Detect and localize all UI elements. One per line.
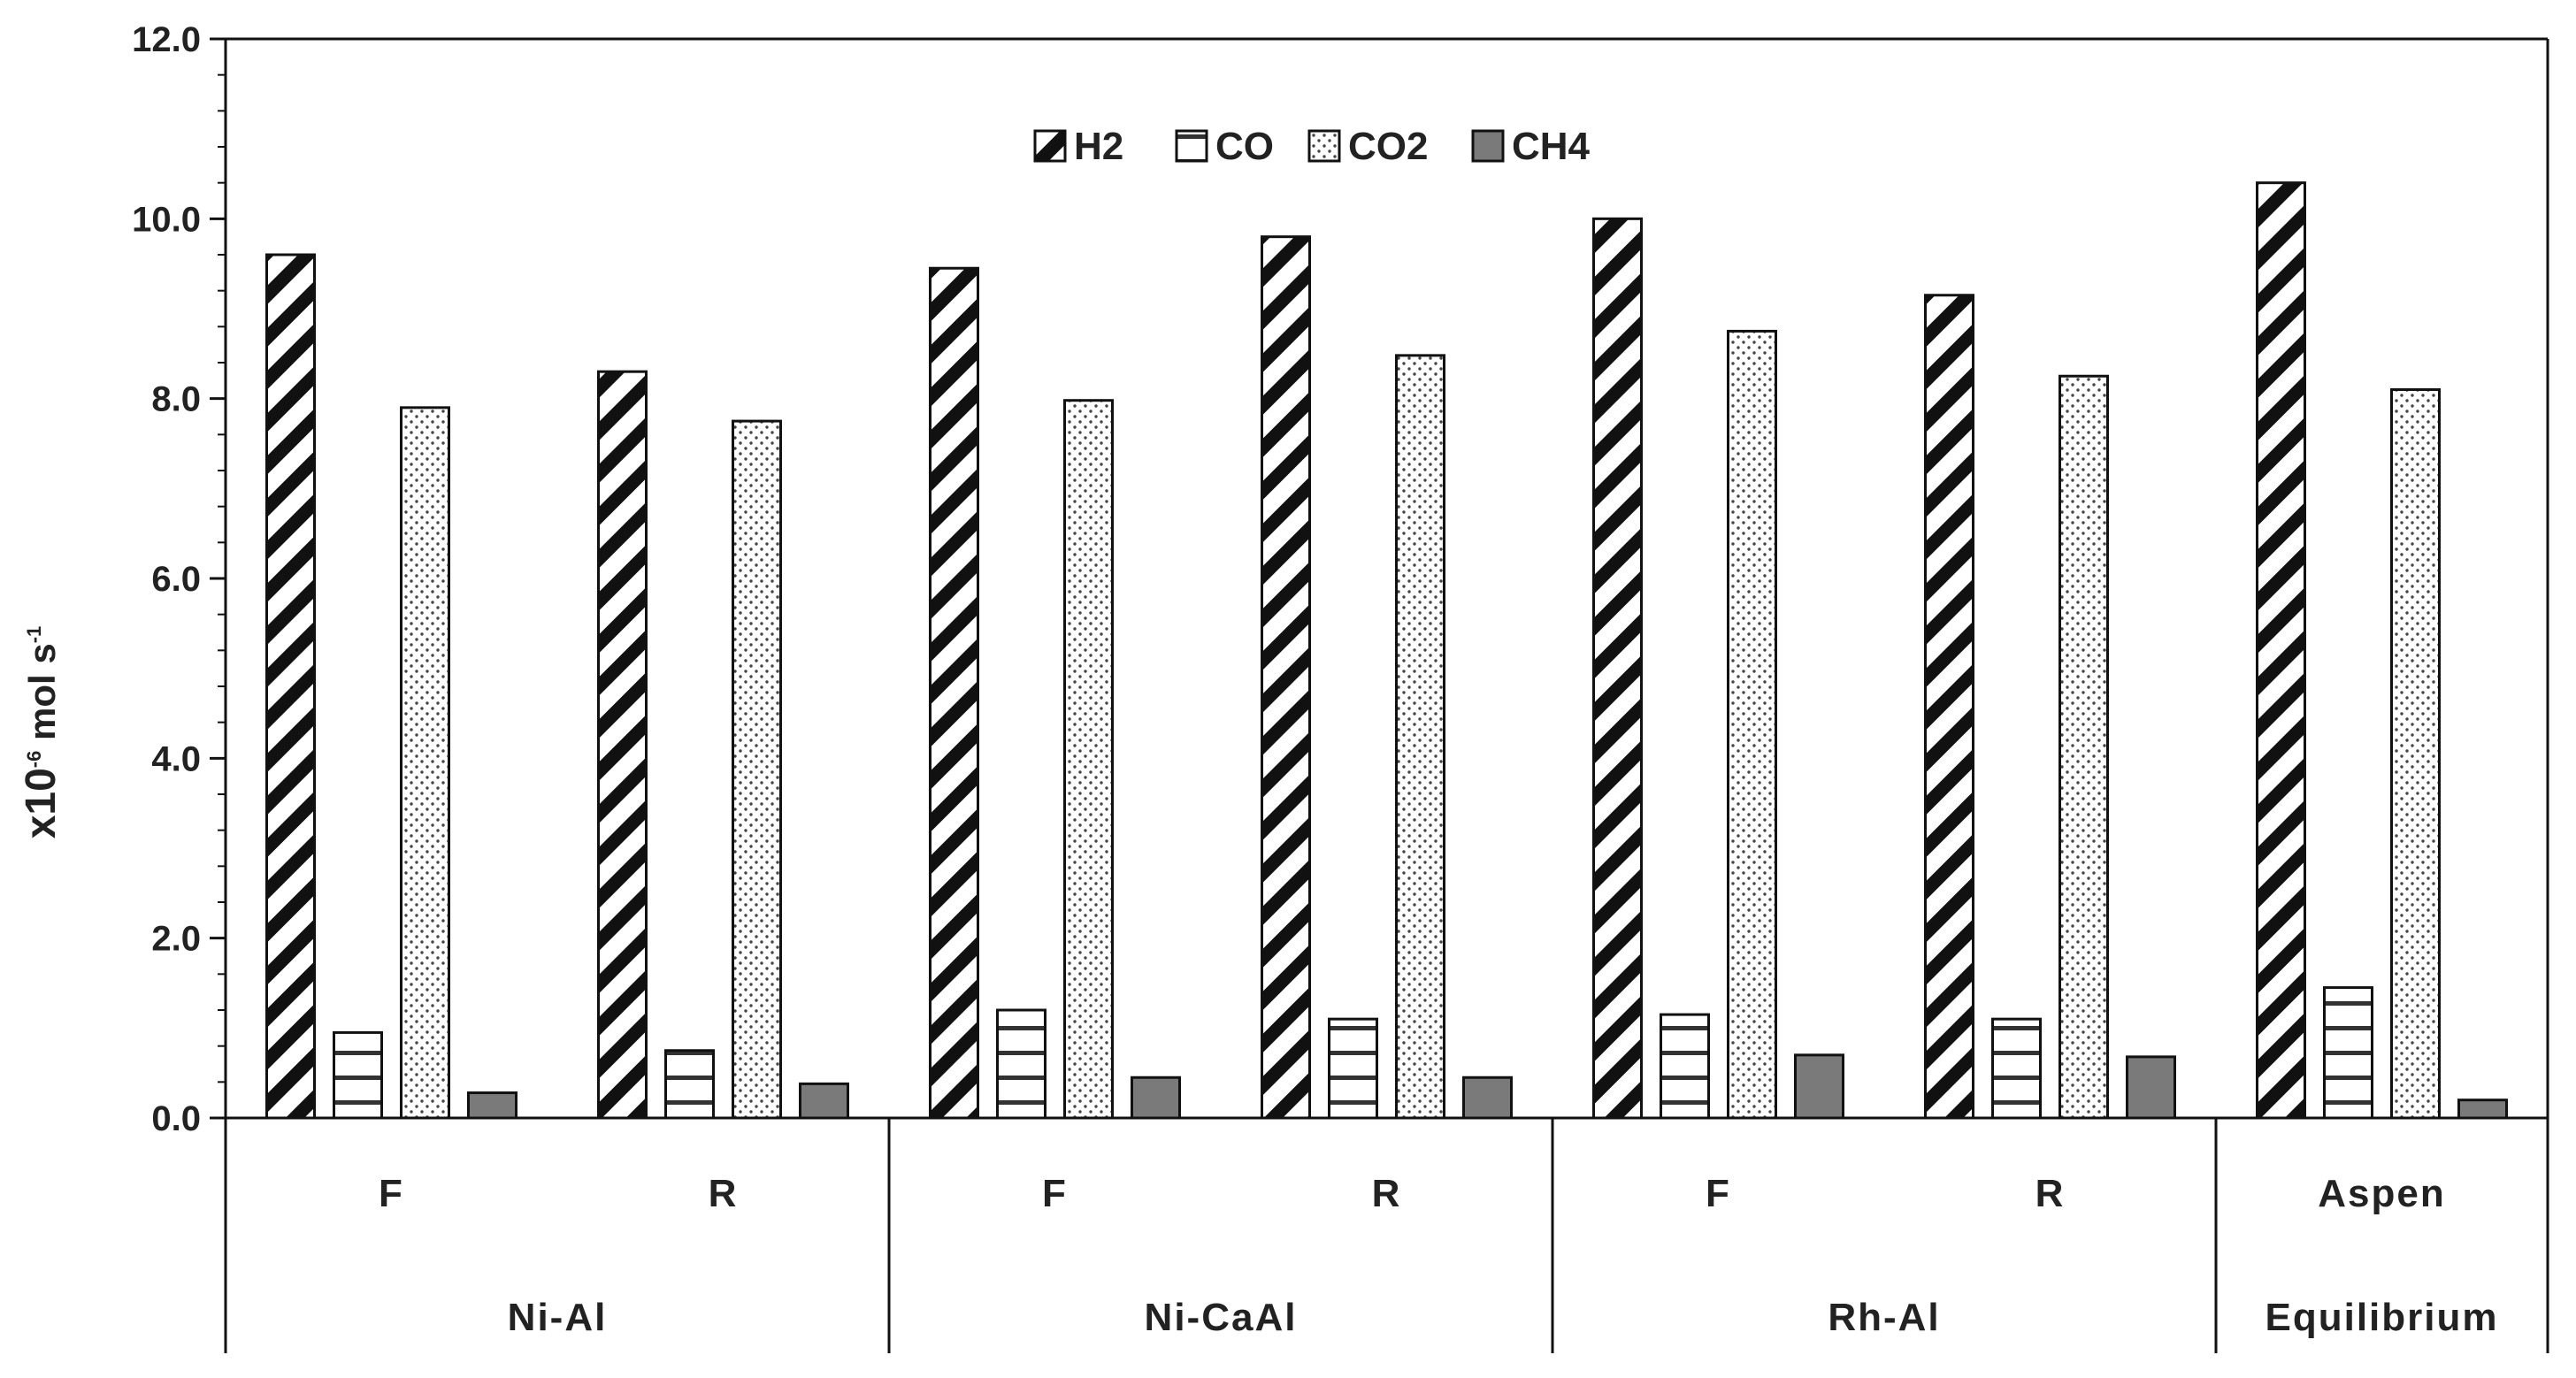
legend: H2 CO CO2 CH4 [1033, 125, 1591, 168]
bar-ch4-0 [467, 1091, 518, 1120]
y-axis: 0.0 2.0 4.0 6.0 8.0 10.0 12.0 [132, 20, 226, 1138]
group-label: Equilibrium [2266, 1296, 2499, 1339]
bar-co2-1 [732, 419, 782, 1120]
bar-co2-6 [2390, 388, 2441, 1120]
legend-label-co2: CO2 [1348, 125, 1428, 168]
bar-ch4-6 [2457, 1099, 2508, 1120]
bar-h2-0 [265, 253, 316, 1120]
y-axis-label: x10-6 mol s-1 [18, 626, 65, 839]
category-label: F [379, 1172, 404, 1215]
legend-swatch-co2 [1307, 129, 1341, 163]
bar-ch4-3 [1462, 1076, 1513, 1120]
bar-ch4-2 [1131, 1076, 1181, 1120]
y-axis-label-prefix: x10 [18, 768, 65, 838]
y-axis-label-exp2: -1 [23, 626, 45, 644]
bar-h2-5 [1924, 294, 1974, 1120]
axis-lines [224, 37, 2549, 1353]
y-tick-label: 8.0 [151, 380, 201, 419]
bar-h2-3 [1261, 235, 1311, 1120]
bar-h2-6 [2256, 181, 2306, 1120]
y-tick-label: 0.0 [151, 1099, 201, 1138]
legend-label-co: CO [1215, 125, 1274, 168]
category-label: F [1706, 1172, 1731, 1215]
group-label: Rh-Al [1828, 1296, 1940, 1339]
bar-h2-4 [1592, 217, 1643, 1120]
legend-label-ch4: CH4 [1512, 125, 1591, 168]
y-axis-label-exp1: -6 [23, 751, 45, 769]
legend-swatch-ch4 [1471, 129, 1505, 163]
bar-co-1 [664, 1049, 715, 1120]
legend-swatch-co [1175, 129, 1208, 163]
bar-co-4 [1660, 1013, 1710, 1120]
category-label: F [1042, 1172, 1068, 1215]
legend-label-h2: H2 [1074, 125, 1123, 168]
y-tick-label: 10.0 [132, 200, 201, 239]
bar-co-3 [1328, 1017, 1378, 1120]
y-tick-label: 6.0 [151, 560, 201, 599]
bar-ch4-5 [2126, 1055, 2176, 1120]
y-tick-label: 4.0 [151, 739, 201, 778]
bar-h2-1 [597, 370, 648, 1120]
group-label: Ni-Al [508, 1296, 608, 1339]
bar-co2-3 [1395, 354, 1445, 1120]
bar-h2-2 [929, 266, 979, 1120]
bar-co-6 [2323, 986, 2373, 1120]
bar-co2-4 [1727, 329, 1777, 1120]
category-label: R [1372, 1172, 1402, 1215]
bars [265, 181, 2508, 1120]
bar-co-2 [996, 1008, 1046, 1120]
svg-text:x10-6 mol s-1: x10-6 mol s-1 [18, 626, 65, 839]
y-tick-label: 12.0 [132, 20, 201, 59]
category-label: R [709, 1172, 739, 1215]
category-label: Aspen [2318, 1172, 2445, 1215]
bar-co-0 [333, 1030, 383, 1120]
x-axis-labels: F R F R F R Aspen Ni-Al Ni-CaAl Rh-Al Equilibrium [379, 1172, 2499, 1339]
bar-ch4-1 [799, 1082, 849, 1120]
group-label: Ni-CaAl [1145, 1296, 1298, 1339]
bar-co2-2 [1063, 399, 1114, 1120]
category-label: R [2036, 1172, 2066, 1215]
y-tick-label: 2.0 [151, 920, 201, 959]
y-axis-label-middle: mol s [21, 643, 63, 750]
bar-co-5 [1991, 1017, 2042, 1120]
bar-co2-5 [2058, 374, 2109, 1120]
legend-swatch-h2 [1033, 129, 1067, 163]
bar-ch4-4 [1794, 1053, 1844, 1120]
bar-co2-0 [400, 406, 450, 1120]
